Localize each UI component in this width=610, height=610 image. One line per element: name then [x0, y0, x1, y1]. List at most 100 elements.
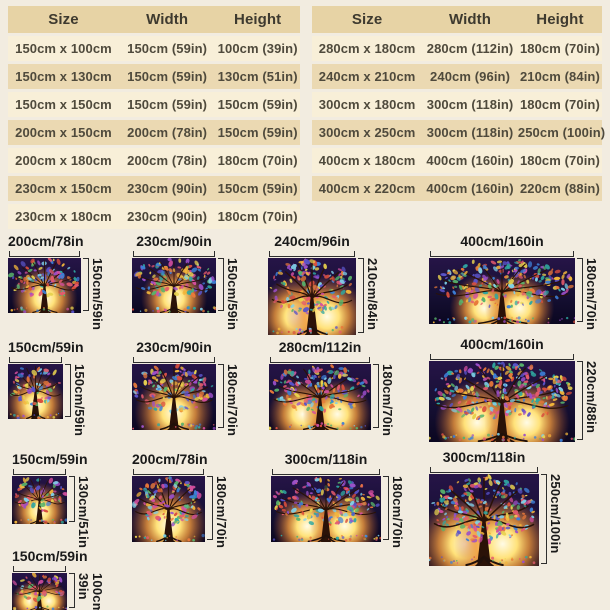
tapestry-panel: 240cm/96in 210cm/84in: [268, 233, 380, 335]
table-cell: 180cm (70in): [519, 153, 600, 168]
table-cell: 200cm x 180cm: [15, 153, 112, 168]
table-row: 200cm x 180cm 200cm (78in) 180cm (70in): [8, 148, 300, 173]
table-cell: 230cm x 180cm: [15, 209, 112, 224]
table-cell: 130cm (51in): [217, 69, 298, 84]
tapestry-panel: 300cm/118in 180cm/70in: [271, 452, 405, 548]
table-row: 230cm x 150cm 230cm (90in) 150cm (59in): [8, 176, 300, 201]
header-cell: Width: [449, 11, 492, 28]
table-row: 230cm x 180cm 230cm (90in) 180cm (70in): [8, 204, 300, 229]
table-row: 200cm x 150cm 200cm (78in) 150cm (59in): [8, 120, 300, 145]
table-row: 150cm x 150cm 150cm (59in) 150cm (59in): [8, 92, 300, 117]
header-cell: Size: [48, 11, 79, 28]
table-row: 400cm x 220cm 400cm (160in) 220cm (88in): [312, 176, 602, 201]
table-cell: 300cm x 250cm: [318, 125, 416, 140]
tapestry-image: [268, 258, 356, 335]
width-label: 280cm/112in: [278, 339, 362, 355]
table-cell: 180cm (70in): [519, 41, 600, 56]
width-measure-line: [430, 467, 538, 473]
tapestry-image: [429, 258, 575, 324]
width-measure-line: [9, 357, 62, 363]
width-label: 150cm/59in: [12, 451, 88, 467]
tapestry-panel: 300cm/118in 250cm/100in: [429, 450, 563, 566]
height-label: 180cm/70in: [214, 476, 229, 549]
height-measure-line: [383, 476, 389, 540]
width-label: 150cm/59in: [12, 548, 88, 564]
tapestry-image: [271, 476, 381, 542]
tapestry-image: [132, 476, 205, 542]
table-cell: 150cm (59in): [217, 97, 298, 112]
tapestry-panel: 230cm/90in 150cm/59in: [132, 233, 240, 330]
tapestry-panel: 400cm/160in 220cm/88in: [429, 336, 599, 442]
width-measure-line: [133, 469, 204, 475]
height-label: 150cm/59in: [72, 364, 87, 437]
header-cell: Size: [351, 11, 383, 28]
width-label: 400cm/160in: [460, 336, 544, 352]
width-measure-line: [430, 354, 574, 360]
table-cell: 180cm (70in): [217, 209, 298, 224]
table-row: 240cm x 210cm 240cm (96in) 210cm (84in): [312, 64, 602, 89]
table-cell: 150cm (59in): [217, 181, 298, 196]
height-label: 210cm/84in: [365, 258, 380, 331]
width-label: 400cm/160in: [460, 233, 544, 249]
height-label: 180cm/70in: [225, 364, 240, 437]
width-measure-line: [133, 357, 215, 363]
width-measure-line: [272, 469, 380, 475]
height-measure-line: [373, 364, 379, 428]
width-measure-line: [430, 251, 574, 257]
tapestry-image: [12, 573, 67, 610]
table-cell: 150cm x 100cm: [15, 41, 112, 56]
table-row: 280cm x 180cm 280cm (112in) 180cm (70in): [312, 36, 602, 61]
width-measure-line: [269, 251, 355, 257]
tapestry-image: [8, 364, 63, 419]
height-measure-line: [207, 476, 213, 540]
table-row: 300cm x 180cm 300cm (118in) 180cm (70in): [312, 92, 602, 117]
height-label: 180cm/70in: [584, 258, 599, 331]
height-measure-line: [69, 573, 75, 608]
table-row: 150cm x 130cm 150cm (59in) 130cm (51in): [8, 64, 300, 89]
size-table: Size Width Height 280cm x 180cm 280cm (112in…: [312, 6, 605, 204]
tapestry-image: [132, 364, 216, 430]
width-measure-line: [270, 357, 370, 363]
table-cell: 300cm (118in): [426, 125, 514, 140]
table-row: 150cm x 100cm 150cm (59in) 100cm (39in): [8, 36, 300, 61]
table-row: 400cm x 180cm 400cm (160in) 180cm (70in): [312, 148, 602, 173]
tapestry-panel: 400cm/160in 180cm/70in: [429, 233, 599, 331]
table-cell: 400cm (160in): [426, 153, 514, 168]
table-header-row: Size Width Height: [8, 6, 300, 33]
table-cell: 150cm (59in): [217, 125, 298, 140]
table-cell: 200cm (78in): [127, 153, 208, 168]
height-label: 100cm/39in: [76, 573, 105, 610]
width-label: 150cm/59in: [8, 339, 84, 355]
table-header-row: Size Width Height: [312, 6, 602, 33]
tapestry-panel: 200cm/78in 180cm/70in: [132, 452, 229, 549]
table-cell: 240cm (96in): [430, 69, 511, 84]
width-label: 230cm/90in: [136, 233, 212, 249]
size-table: Size Width Height 150cm x 100cm 150cm (59in)…: [8, 6, 300, 232]
table-cell: 150cm (59in): [127, 69, 208, 84]
table-cell: 180cm (70in): [217, 153, 298, 168]
width-measure-line: [9, 251, 80, 257]
table-cell: 230cm (90in): [127, 209, 208, 224]
width-label: 240cm/96in: [274, 233, 350, 249]
height-label: 150cm/59in: [90, 258, 105, 331]
height-measure-line: [218, 258, 224, 311]
height-measure-line: [358, 258, 364, 333]
height-label: 220cm/88in: [584, 361, 599, 434]
table-cell: 150cm x 150cm: [15, 97, 112, 112]
height-measure-line: [218, 364, 224, 428]
table-cell: 150cm (59in): [127, 41, 208, 56]
tapestry-panel: 280cm/112in 180cm/70in: [269, 339, 395, 437]
tapestry-panel: 230cm/90in 180cm/70in: [132, 340, 240, 437]
table-cell: 200cm (78in): [127, 125, 208, 140]
tapestry-image: [132, 258, 216, 313]
table-cell: 150cm (59in): [127, 97, 208, 112]
table-row: 300cm x 250cm 300cm (118in) 250cm (100in): [312, 120, 605, 145]
table-cell: 220cm (88in): [519, 181, 600, 196]
table-cell: 280cm (112in): [426, 41, 514, 56]
table-cell: 400cm x 220cm: [318, 181, 416, 196]
height-label: 180cm/70in: [380, 364, 395, 437]
height-label: 130cm/51in: [76, 476, 91, 549]
height-measure-line: [577, 258, 583, 322]
width-measure-line: [13, 566, 66, 572]
